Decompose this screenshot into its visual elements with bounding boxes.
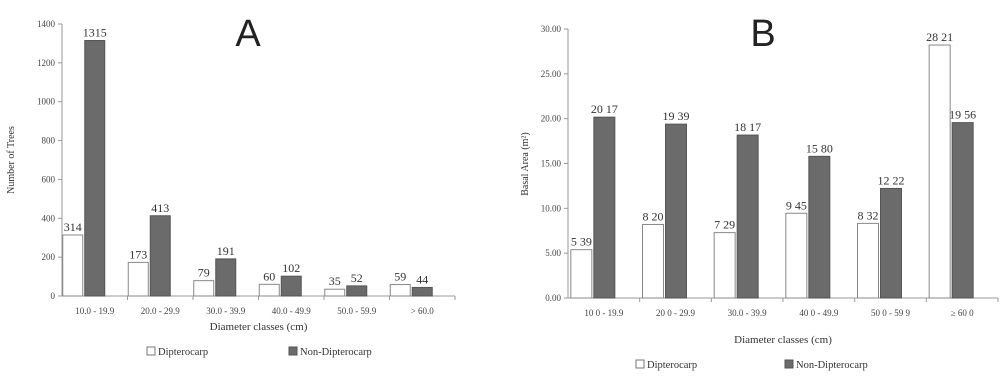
bar-non-dipterocarp bbox=[593, 116, 616, 299]
data-label-non-dipterocarp: 191 bbox=[217, 244, 235, 258]
legend-label-dipterocarp: Dipterocarp bbox=[158, 347, 208, 358]
bar-dipterocarp bbox=[785, 212, 808, 299]
legend-swatch-non-dipterocarp bbox=[784, 359, 794, 369]
x-tick-label: 40.0 - 49.9 bbox=[272, 306, 311, 316]
bar-dipterocarp bbox=[258, 283, 280, 297]
bar-dipterocarp bbox=[857, 222, 879, 299]
y-tick-label: 1200 bbox=[37, 58, 56, 68]
x-tick-label: 50 0 - 59 9 bbox=[871, 308, 910, 318]
bar-non-dipterocarp bbox=[215, 258, 237, 297]
data-label-dipterocarp: 59 bbox=[394, 270, 406, 284]
x-tick-label: 10 0 - 19.9 bbox=[584, 308, 623, 318]
bar-dipterocarp bbox=[928, 44, 951, 299]
legend-swatch-dipterocarp bbox=[146, 346, 156, 356]
data-label-non-dipterocarp: 19 39 bbox=[663, 109, 690, 123]
data-label-dipterocarp: 314 bbox=[64, 220, 82, 234]
data-label-dipterocarp: 9 45 bbox=[786, 198, 807, 212]
y-tick-label: 200 bbox=[42, 252, 56, 262]
x-axis-label: Diameter classes (cm) bbox=[210, 321, 308, 333]
legend-swatch-non-dipterocarp bbox=[288, 346, 298, 356]
data-label-non-dipterocarp: 102 bbox=[282, 261, 300, 275]
bar-dipterocarp bbox=[713, 232, 736, 299]
panel-letter: A bbox=[235, 13, 261, 55]
data-label-non-dipterocarp: 15 80 bbox=[806, 141, 833, 155]
data-label-dipterocarp: 35 bbox=[329, 274, 341, 288]
bar-dipterocarp bbox=[127, 261, 149, 297]
y-tick-label: 0.00 bbox=[545, 293, 561, 303]
data-label-dipterocarp: 60 bbox=[263, 269, 275, 283]
y-axis-label: Number of Trees bbox=[6, 126, 17, 194]
y-tick-label: 25.00 bbox=[541, 69, 562, 79]
x-tick-label: > 60.0 bbox=[411, 306, 435, 316]
bar-non-dipterocarp bbox=[951, 122, 974, 299]
bar-non-dipterocarp bbox=[665, 123, 687, 299]
chart-panel-a: A 0 200 400 600 800 1000 1200 1400 Number of Tree… bbox=[6, 13, 456, 358]
y-tick-label: 15.00 bbox=[541, 159, 562, 169]
bar-non-dipterocarp bbox=[808, 155, 831, 299]
bar-non-dipterocarp bbox=[736, 134, 759, 299]
bar-non-dipterocarp bbox=[280, 275, 302, 297]
x-axis-label: Diameter classes (cm) bbox=[734, 334, 832, 346]
data-label-non-dipterocarp: 413 bbox=[151, 201, 169, 215]
y-tick-label: 0 bbox=[51, 291, 56, 301]
legend-label-non-dipterocarp: Non-Dipterocarp bbox=[796, 360, 868, 371]
y-tick-label: 30.00 bbox=[541, 24, 562, 34]
panel-letter: B bbox=[750, 13, 775, 55]
y-tick-label: 10.00 bbox=[541, 203, 562, 213]
y-tick-label: 400 bbox=[42, 213, 56, 223]
data-label-non-dipterocarp: 18 17 bbox=[734, 120, 761, 134]
x-tick-label: 50.0 - 59.9 bbox=[337, 306, 376, 316]
x-tick-label: 20.0 - 29.9 bbox=[141, 306, 180, 316]
legend-swatch-dipterocarp bbox=[635, 359, 645, 369]
data-label-dipterocarp: 79 bbox=[198, 266, 210, 280]
y-tick-label: 5.00 bbox=[545, 248, 561, 258]
data-label-non-dipterocarp: 19 56 bbox=[949, 108, 976, 122]
bar-dipterocarp bbox=[389, 284, 411, 297]
y-tick-label: 1400 bbox=[37, 19, 56, 29]
bar-dipterocarp bbox=[324, 288, 346, 297]
legend-label-non-dipterocarp: Non-Dipterocarp bbox=[300, 347, 372, 358]
y-tick-label: 600 bbox=[42, 174, 56, 184]
x-tick-label: 40 0 - 49.9 bbox=[799, 308, 838, 318]
data-label-dipterocarp: 28 21 bbox=[926, 30, 953, 44]
x-tick-label: 10.0 - 19.9 bbox=[75, 306, 114, 316]
x-tick-label: 20 0 - 29.9 bbox=[656, 308, 695, 318]
bar-dipterocarp bbox=[62, 234, 84, 297]
data-label-dipterocarp: 8 20 bbox=[643, 209, 664, 223]
y-tick-label: 20.00 bbox=[541, 114, 562, 124]
y-axis-label: Basal Area (m²) bbox=[520, 132, 531, 196]
data-label-dipterocarp: 5 39 bbox=[571, 235, 592, 249]
y-tick-label: 1000 bbox=[37, 97, 56, 107]
data-label-non-dipterocarp: 52 bbox=[351, 271, 363, 285]
x-tick-label: 30.0 - 39.9 bbox=[206, 306, 245, 316]
data-label-non-dipterocarp: 12 22 bbox=[878, 173, 905, 187]
data-label-non-dipterocarp: 1315 bbox=[83, 26, 107, 40]
data-label-non-dipterocarp: 44 bbox=[416, 272, 428, 286]
legend-label-dipterocarp: Dipterocarp bbox=[647, 360, 697, 371]
bar-dipterocarp bbox=[642, 223, 664, 299]
bar-non-dipterocarp bbox=[346, 285, 368, 297]
bar-non-dipterocarp bbox=[411, 286, 433, 297]
bar-non-dipterocarp bbox=[84, 40, 106, 297]
x-tick-label: 30.0 - 39.9 bbox=[728, 308, 767, 318]
bar-dipterocarp bbox=[193, 280, 215, 297]
x-tick-label: ≥ 60 0 bbox=[951, 308, 974, 318]
data-label-dipterocarp: 173 bbox=[129, 247, 147, 261]
y-tick-label: 800 bbox=[42, 136, 56, 146]
data-label-non-dipterocarp: 20 17 bbox=[591, 102, 618, 116]
chart-panel-b: B 0.00 5.00 10.00 15.00 20.00 25.00 30.00 Basal … bbox=[520, 13, 999, 371]
data-label-dipterocarp: 8 32 bbox=[858, 208, 879, 222]
bar-dipterocarp bbox=[570, 249, 593, 299]
data-label-dipterocarp: 7 29 bbox=[714, 218, 735, 232]
bar-non-dipterocarp bbox=[880, 187, 902, 299]
bar-non-dipterocarp bbox=[149, 215, 171, 297]
